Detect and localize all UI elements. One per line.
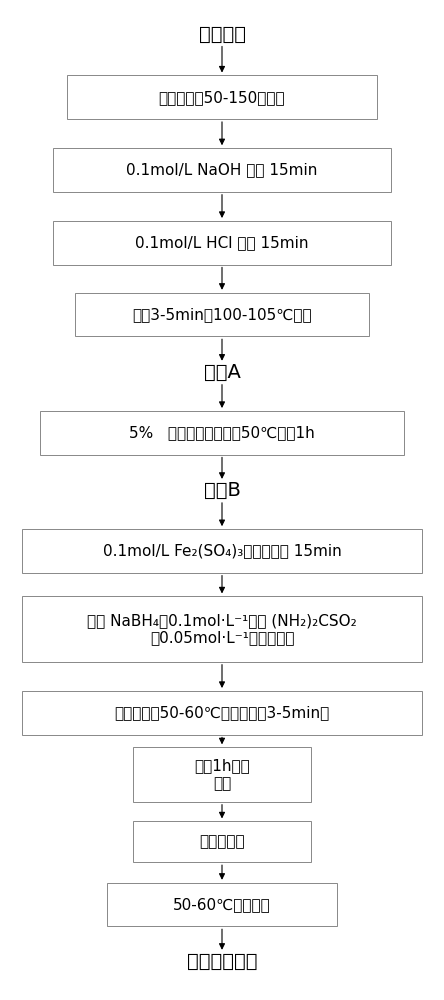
FancyBboxPatch shape: [133, 747, 311, 802]
FancyBboxPatch shape: [22, 529, 422, 573]
Text: 0.1mol/L HCl 浸泡 15min: 0.1mol/L HCl 浸泡 15min: [135, 235, 309, 250]
Text: 加入 NaBH₄（0.1mol·L⁻¹）和 (NH₂)₂CSO₂
（0.05mol·L⁻¹）混合溶液: 加入 NaBH₄（0.1mol·L⁻¹）和 (NH₂)₂CSO₂ （0.05mo…: [87, 613, 357, 645]
Text: 沸石B: 沸石B: [203, 481, 241, 500]
Text: 磁性改性沸石: 磁性改性沸石: [187, 952, 257, 971]
FancyBboxPatch shape: [53, 148, 391, 192]
FancyBboxPatch shape: [107, 883, 337, 926]
Text: 5%   壳聚糖碱性溶液、50℃反应1h: 5% 壳聚糖碱性溶液、50℃反应1h: [129, 425, 315, 440]
Text: 缓慢加热至50-60℃，搅拌反应3-5min，: 缓慢加热至50-60℃，搅拌反应3-5min，: [115, 705, 329, 720]
Text: 过滤、洗净: 过滤、洗净: [199, 834, 245, 849]
Text: 沸石A: 沸石A: [203, 363, 241, 382]
Text: 冲洗3-5min、100-105℃烘干: 冲洗3-5min、100-105℃烘干: [132, 307, 312, 322]
FancyBboxPatch shape: [75, 293, 369, 336]
Text: 0.1mol/L NaOH 浸泡 15min: 0.1mol/L NaOH 浸泡 15min: [126, 163, 318, 178]
FancyBboxPatch shape: [22, 691, 422, 735]
FancyBboxPatch shape: [67, 75, 377, 119]
FancyBboxPatch shape: [53, 221, 391, 265]
Text: 0.1mol/L Fe₂(SO₄)₃溶液，静置 15min: 0.1mol/L Fe₂(SO₄)₃溶液，静置 15min: [103, 543, 341, 558]
FancyBboxPatch shape: [40, 411, 404, 455]
Text: 机械粉碎、50-150目筛分: 机械粉碎、50-150目筛分: [159, 90, 285, 105]
FancyBboxPatch shape: [22, 596, 422, 662]
FancyBboxPatch shape: [133, 821, 311, 862]
Text: 50-60℃低温烘干: 50-60℃低温烘干: [173, 897, 271, 912]
Text: 天然沸石: 天然沸石: [198, 25, 246, 44]
Text: 静置1h自然
冷却: 静置1h自然 冷却: [194, 758, 250, 791]
